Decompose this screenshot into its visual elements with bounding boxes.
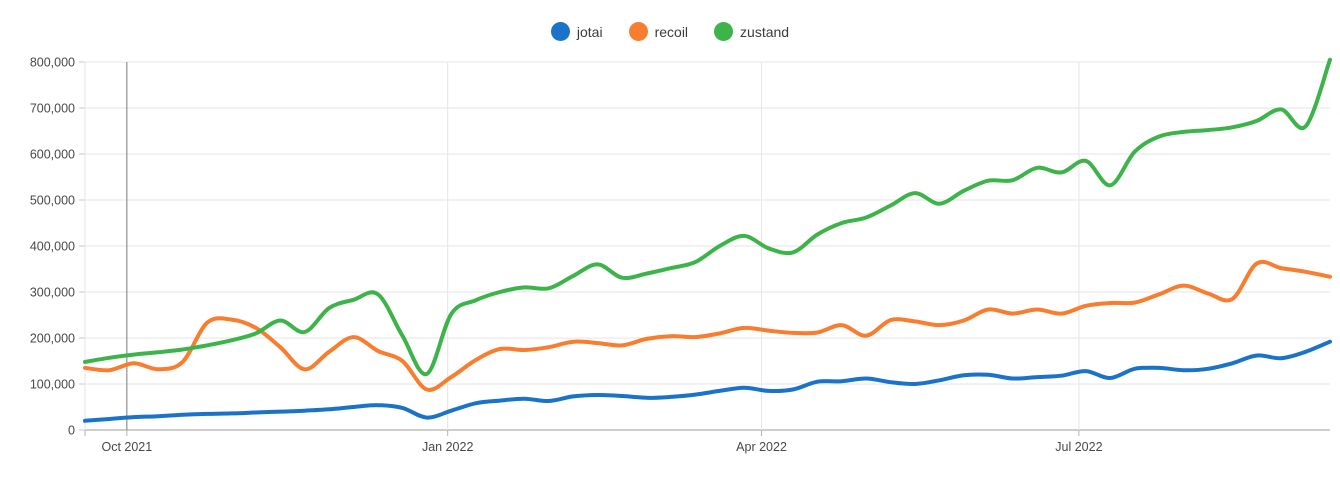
x-axis-tick-label: Apr 2022: [736, 440, 787, 454]
legend-dot-recoil: [628, 22, 648, 41]
y-axis-tick-label: 600,000: [30, 148, 75, 162]
series-line-zustand: [83, 57, 1332, 376]
legend-item-jotai[interactable]: jotai: [550, 22, 603, 41]
legend-label-zustand: zustand: [740, 23, 790, 40]
legend-label-recoil: recoil: [654, 23, 689, 40]
y-axis-tick-label: 400,000: [30, 240, 75, 254]
legend-item-recoil[interactable]: recoil: [628, 22, 689, 41]
legend-dot-jotai: [550, 22, 570, 41]
y-axis-tick-label: 300,000: [30, 286, 75, 300]
y-axis-tick-label: 100,000: [30, 378, 75, 392]
series-line-jotai: [83, 339, 1332, 423]
series-line-recoil: [83, 259, 1332, 392]
y-axis-tick-label: 800,000: [30, 56, 75, 70]
chart-legend: jotai recoil zustand: [0, 22, 1340, 41]
x-axis-tick-label: Jan 2022: [422, 440, 473, 454]
legend-dot-zustand: [714, 22, 734, 41]
x-axis-tick-label: Jul 2022: [1055, 440, 1102, 454]
x-axis-tick-label: Oct 2021: [101, 440, 152, 454]
legend-item-zustand[interactable]: zustand: [714, 22, 789, 41]
y-axis-tick-label: 0: [68, 424, 75, 438]
legend-label-jotai: jotai: [576, 23, 603, 40]
y-axis-tick-label: 500,000: [30, 194, 75, 208]
y-axis-tick-label: 200,000: [30, 332, 75, 346]
y-axis-tick-label: 700,000: [30, 102, 75, 116]
